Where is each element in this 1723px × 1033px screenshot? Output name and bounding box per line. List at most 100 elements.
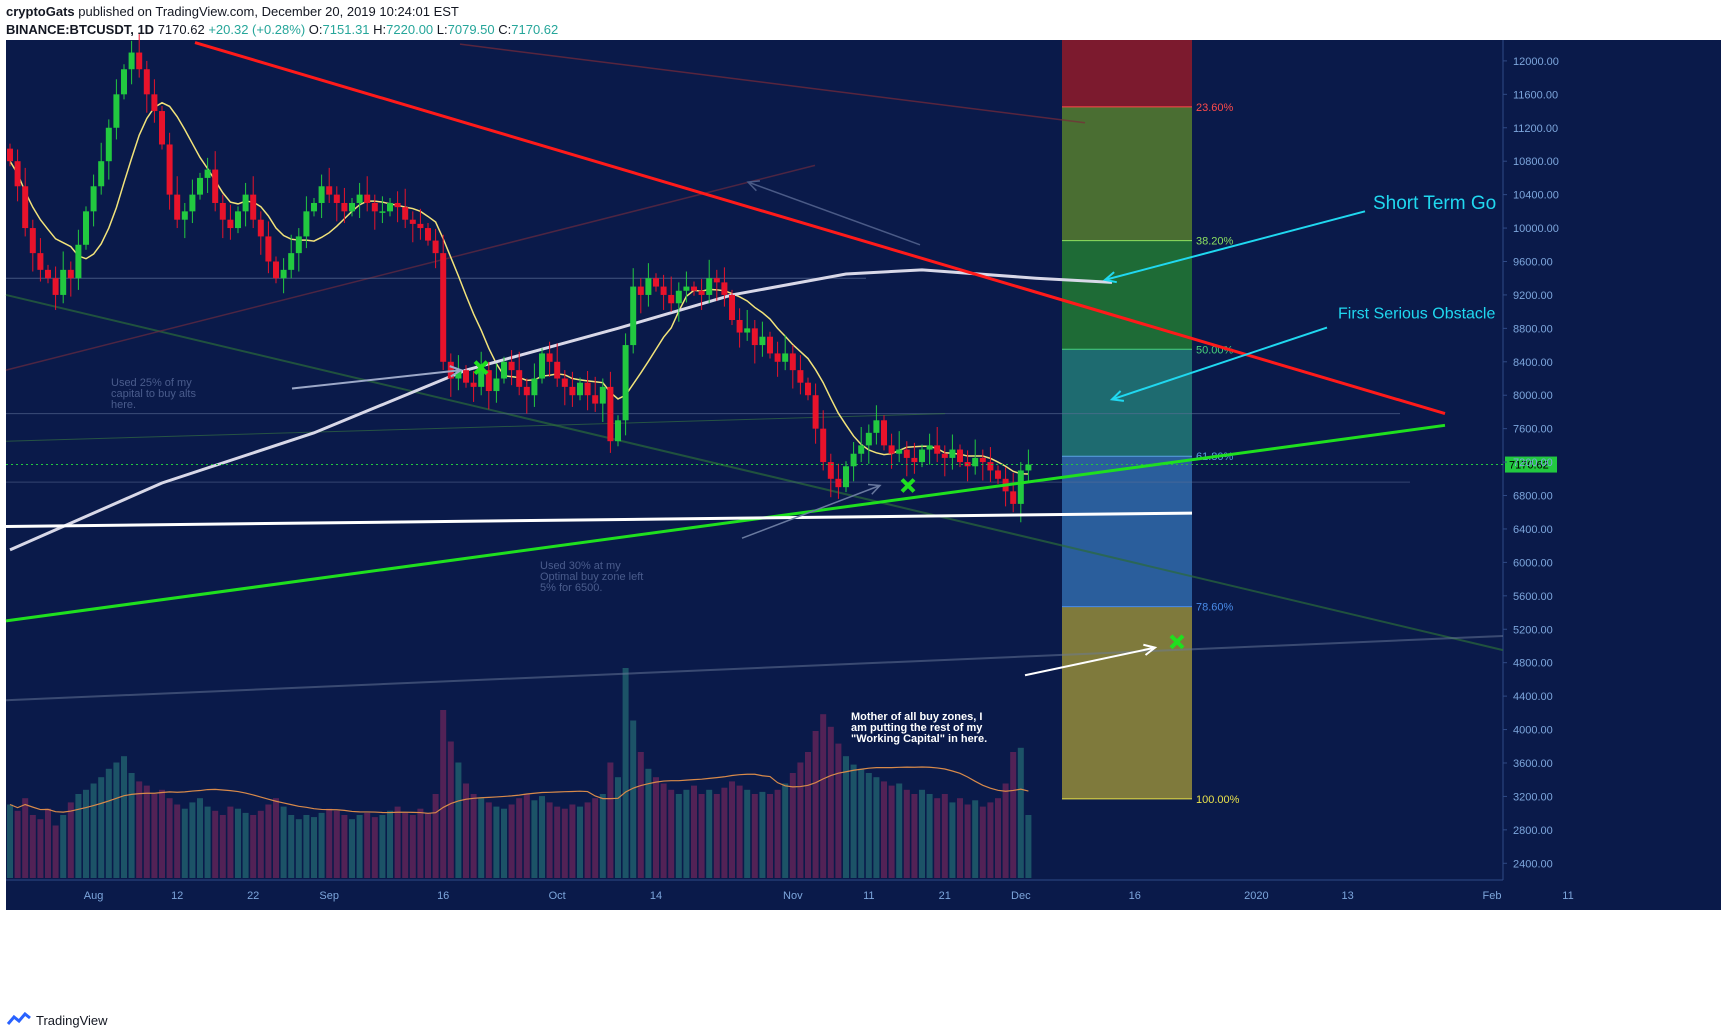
volume-bar (941, 794, 948, 878)
volume-bar (835, 743, 842, 878)
volume-bar (820, 714, 827, 878)
volume-bar (470, 794, 477, 878)
candle-body (691, 286, 697, 291)
x-tick-label: Sep (319, 890, 339, 902)
candle-body (90, 186, 97, 212)
x-tick-label: Oct (549, 890, 566, 902)
volume-bar (463, 783, 469, 878)
x-tick-label: 12 (171, 890, 183, 902)
candle-body (850, 453, 857, 467)
candle-body (349, 202, 355, 212)
y-tick-label: 10800.00 (1513, 156, 1559, 168)
candle-body (37, 253, 44, 270)
volume-bar (675, 794, 682, 878)
optimal-note-line: Used 30% at my (540, 560, 621, 572)
candle-body (645, 278, 652, 295)
candle-body (295, 236, 302, 254)
volume-bar (789, 773, 796, 878)
volume-bar (349, 819, 355, 878)
descending-resistance-line (194, 41, 1446, 416)
volume-bar (653, 777, 659, 878)
candle-body (865, 432, 872, 446)
volume-bar (729, 781, 735, 878)
tradingview-brand[interactable]: TradingView (36, 1012, 108, 1028)
candle-body (751, 328, 758, 346)
volume-bar (539, 796, 545, 878)
candle-body (827, 462, 834, 479)
candle-body (683, 286, 690, 291)
volume-bar (622, 668, 629, 878)
volume-bar (523, 794, 530, 878)
y-tick-label: 8400.00 (1513, 357, 1553, 369)
volume-bar (128, 773, 135, 878)
symbol-label[interactable]: BINANCE:BTCUSDT, 1D (6, 22, 155, 37)
volume-bar (227, 806, 234, 878)
candle-body (554, 361, 561, 379)
volume-bar (987, 802, 994, 878)
volume-bar (280, 806, 287, 878)
candle-body (387, 202, 393, 212)
y-tick-label: 11600.00 (1513, 89, 1558, 101)
candle-body (250, 194, 257, 220)
open-value: 7151.31 (322, 22, 370, 37)
volume-bar (303, 815, 310, 878)
volume-bar (751, 794, 758, 878)
x-tick-label: Feb (1483, 890, 1502, 902)
horizontal-support-line (5, 511, 1193, 528)
candle-body (934, 445, 941, 454)
volume-bar (561, 808, 568, 878)
mother-arrow (1024, 646, 1156, 677)
candle-body (478, 370, 485, 387)
candle-body (22, 186, 29, 229)
y-tick-label: 10000.00 (1513, 223, 1559, 235)
short-term-arrow (1104, 210, 1366, 281)
candle-body (159, 111, 165, 145)
candle-body (622, 345, 629, 421)
short-term-arrow-head (1102, 271, 1117, 284)
volume-bar (288, 815, 295, 878)
volume-bar (972, 800, 979, 878)
fib-zone-3 (1062, 349, 1192, 457)
candle-body (29, 228, 36, 254)
volume-bar (979, 806, 986, 878)
candle-body (189, 194, 196, 212)
candle-body (463, 370, 469, 383)
candle-body (668, 294, 675, 304)
volume-bar (493, 806, 500, 878)
faint-up-arrow-head (746, 180, 761, 192)
alts-arrow-head (449, 365, 464, 378)
candle-body (83, 211, 89, 245)
volume-bar (219, 815, 226, 878)
volume-bar (60, 815, 67, 878)
candle-body (919, 449, 925, 463)
volume-bar (584, 802, 591, 878)
volume-bar (744, 789, 751, 878)
candle-body (280, 269, 287, 279)
candle-body (136, 52, 143, 70)
y-tick-label: 4800.00 (1513, 658, 1553, 670)
volume-bar (83, 789, 89, 878)
tradingview-logo-icon (6, 1012, 31, 1025)
volume-bar (888, 785, 895, 878)
candle-body (979, 457, 986, 463)
candle-body (577, 382, 583, 396)
author-name[interactable]: cryptoGats (6, 4, 75, 19)
candle-body (599, 386, 606, 404)
volume-bar (235, 808, 241, 878)
x-tick-label: 11 (863, 890, 874, 902)
candle-body (972, 457, 979, 467)
volume-bar (409, 815, 416, 878)
candle-body (105, 127, 112, 162)
candle-body (432, 240, 439, 254)
candle-body (569, 386, 576, 396)
candle-body (166, 144, 173, 195)
volume-bar (865, 773, 872, 878)
candle-body (333, 194, 340, 203)
candle-body (987, 462, 994, 471)
faint-up-arrow (747, 181, 921, 246)
volume-bar (949, 802, 956, 878)
optimal-note-line: Optimal buy zone left (540, 571, 643, 583)
volume-bar (736, 785, 743, 878)
candle-body (759, 336, 766, 346)
